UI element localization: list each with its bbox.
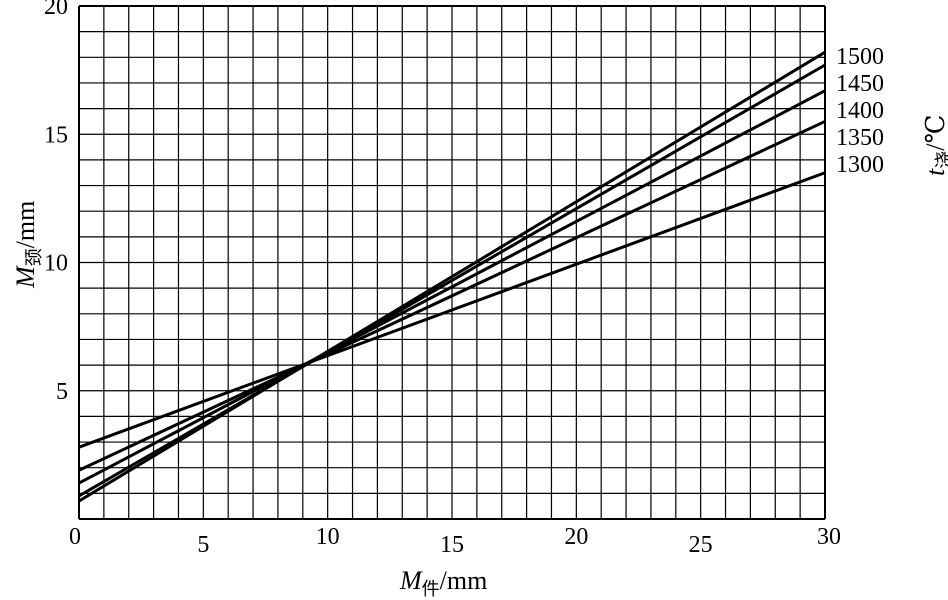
- series-line-1300: [78, 171, 826, 449]
- series-lines: [78, 50, 826, 503]
- x-tick-label: 20: [564, 524, 588, 550]
- y-tick-label: 15: [44, 122, 68, 148]
- y-tick-label: 10: [44, 251, 68, 277]
- series-label-1400: 1400: [836, 98, 884, 124]
- x-tick-label: 25: [689, 532, 713, 558]
- series-line-1350: [78, 120, 826, 472]
- series-label-1500: 1500: [836, 44, 884, 70]
- x-tick-label: 5: [197, 532, 209, 558]
- legend-title: t浇/℃: [921, 114, 948, 176]
- series-line-1450: [78, 63, 826, 498]
- y-tick-labels: 5 10 15 20: [44, 0, 68, 405]
- series-line-1400: [78, 89, 826, 485]
- y-tick-label: 20: [44, 0, 68, 20]
- series-label-1350: 1350: [836, 125, 884, 151]
- y-tick-label: 5: [56, 379, 68, 405]
- grid: [78, 5, 826, 520]
- x-tick-label: 10: [316, 524, 340, 550]
- series-label-1450: 1450: [836, 71, 884, 97]
- y-axis-label: M颈/mm: [11, 201, 44, 289]
- series-label-1300: 1300: [836, 152, 884, 178]
- x-tick-label: 15: [440, 532, 464, 558]
- x-tick-label: 30: [817, 524, 841, 550]
- series-line-1500: [78, 50, 826, 503]
- x-tick-label: 0: [69, 524, 81, 550]
- x-tick-labels: 0 5 10 15 20 25 30: [69, 524, 841, 558]
- x-axis-label: M件/mm: [399, 566, 487, 599]
